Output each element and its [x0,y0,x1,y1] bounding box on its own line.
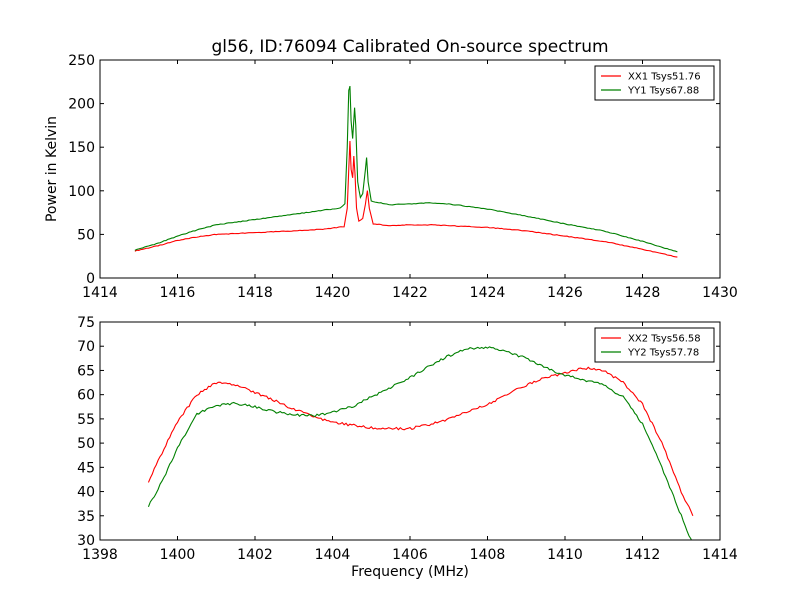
y-tick-label: 75 [77,315,95,331]
y-tick-label: 150 [68,140,95,156]
x-tick-label: 1400 [160,547,196,563]
legend-box [594,65,715,101]
x-tick-label: 1416 [160,285,196,301]
x-tick-label: 1418 [237,285,273,301]
y-tick-label: 40 [77,485,95,501]
legend-label-2: YY2 Tsys57.78 [627,348,699,359]
y-tick-label: 30 [77,533,95,549]
legend-label-2: YY1 Tsys67.88 [627,86,699,97]
x-tick-label: 1422 [392,285,428,301]
x-tick-label: 1402 [237,547,273,563]
x-tick-label: 1428 [625,285,661,301]
series-group [147,346,694,540]
x-tick-label: 1414 [82,285,118,301]
bottom-spectrum-plot: 1398 1400 1402 1404 1406 1408 1410 1412 1414 30 35… [77,315,738,580]
y-tick-label: 250 [68,53,95,69]
y-tick-label: 0 [86,271,95,287]
x-tick-label: 1406 [392,547,428,563]
x-tick-label: 1424 [470,285,506,301]
series-line-2 [147,346,692,540]
series-line-1 [134,141,678,258]
y-tick-label: 50 [77,436,95,452]
legend-label-1: XX1 Tsys51.76 [628,72,701,83]
legend-box [594,327,715,363]
legend: XX2 Tsys56.58 YY2 Tsys57.78 [594,327,715,363]
x-tick-label: 1414 [702,547,738,563]
x-tick-label: 1408 [470,547,506,563]
series-line-1 [147,366,694,516]
y-tick-label: 35 [77,509,95,525]
series-line-2 [134,85,678,253]
chart-title: gl56, ID:76094 Calibrated On-source spec… [211,37,608,57]
y-tick-label: 70 [77,339,95,355]
legend-label-1: XX2 Tsys56.58 [628,334,701,345]
y-axis-label: Power in Kelvin [44,116,60,222]
top-spectrum-plot: 1414 1416 1418 1420 1422 1424 1426 1428 1430 0 50 1… [44,53,738,301]
series-group [134,85,678,258]
x-tick-label: 1426 [547,285,583,301]
y-tick-label: 45 [77,460,95,476]
y-tick-label: 55 [77,412,95,428]
y-tick-label: 60 [77,388,95,404]
x-tick-label: 1412 [625,547,661,563]
x-tick-label: 1398 [82,547,118,563]
legend: XX1 Tsys51.76 YY1 Tsys67.88 [594,65,715,101]
x-tick-label: 1430 [702,285,738,301]
y-tick-label: 50 [77,227,95,243]
x-tick-label: 1404 [315,547,351,563]
x-axis-label: Frequency (MHz) [351,564,469,580]
y-tick-label: 65 [77,363,95,379]
x-tick-label: 1410 [547,547,583,563]
x-tick-label: 1420 [315,285,351,301]
y-tick-label: 200 [68,97,95,113]
y-tick-label: 100 [68,184,95,200]
